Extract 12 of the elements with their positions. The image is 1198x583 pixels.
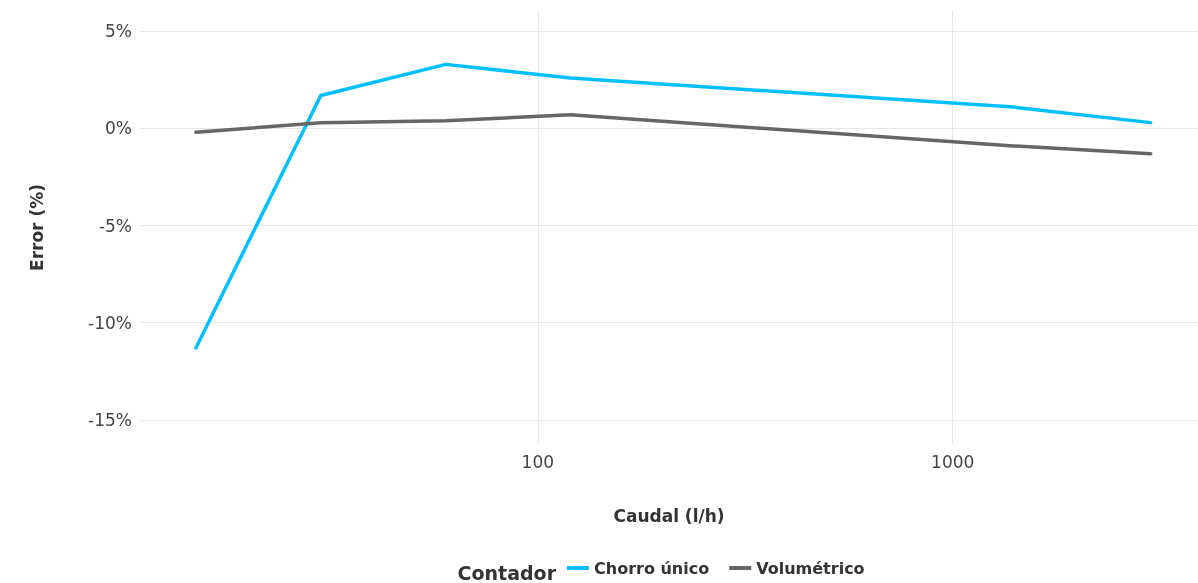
y-tick-label: 5% — [105, 21, 132, 42]
legend-title: Contador — [457, 561, 557, 583]
y-tick-label: -10% — [88, 312, 132, 333]
y-tick-label: 0% — [105, 118, 132, 139]
legend-label: Volumétrico — [756, 558, 865, 578]
y-axis-title: Error (%) — [26, 184, 47, 271]
legend-label: Chorro único — [594, 558, 710, 578]
x-axis-title: Caudal (l/h) — [613, 505, 725, 526]
x-tick-label: 100 — [521, 451, 555, 472]
y-tick-label: -5% — [98, 215, 132, 236]
y-tick-label: -15% — [88, 409, 132, 430]
x-tick-label: 1000 — [931, 451, 975, 472]
